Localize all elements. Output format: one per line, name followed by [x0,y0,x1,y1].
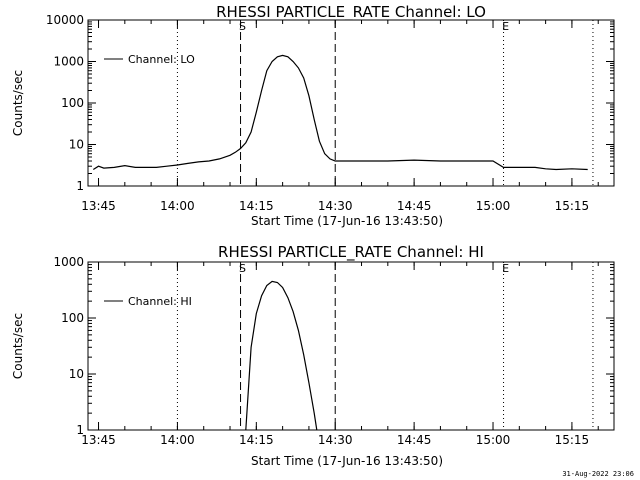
panel2-x-tick-label: 14:15 [239,433,274,447]
panel2-y-tick-label: 100 [61,311,84,325]
panel2-x-tick-label: 14:30 [318,433,353,447]
panel1-x-tick-label: 14:45 [397,199,432,213]
panel1-x-tick-label: 14:00 [160,199,195,213]
panel2-y-tick-label: 1 [76,423,84,437]
panel1-legend-label: Channel: LO [128,53,195,66]
panel2-y-tick-label: 10 [69,367,84,381]
panel1-x-axis-label: Start Time (17-Jun-16 13:43:50) [251,214,443,228]
panel1-x-tick-label: 15:00 [476,199,511,213]
panel2-y-tick-label: 1000 [53,255,84,269]
panel1-y-tick-label: 1000 [53,55,84,69]
panel2-series-line [245,280,318,431]
panel2-title: RHESSI PARTICLE_RATE Channel: HI [218,243,484,262]
panel1-marker-label: S [239,20,246,33]
panel2-y-axis-label: Counts/sec [11,313,25,379]
panel2-marker-label: E [502,262,509,275]
panel2-axes-frame [87,261,615,431]
panel1-x-tick-label: 13:45 [81,199,116,213]
panel1-title: RHESSI PARTICLE_RATE Channel: LO [216,3,486,22]
panel1-y-tick-label: 100 [61,96,84,110]
panel2-x-tick-label: 14:45 [397,433,432,447]
panel2-marker-label: S [239,262,246,275]
panel2-x-tick-label: 14:00 [160,433,195,447]
panel1-x-tick-label: 15:15 [555,199,590,213]
panel2-x-axis-label: Start Time (17-Jun-16 13:43:50) [251,454,443,468]
panel1-y-tick-label: 10 [69,138,84,152]
panel1-y-tick-label: 10000 [46,13,84,27]
panel1-marker-label: E [502,20,509,33]
panel2-legend-label: Channel: HI [128,295,192,308]
panel1-y-axis-label: Counts/sec [11,70,25,136]
panel1-y-tick-label: 1 [76,179,84,193]
render-timestamp: 31-Aug-2022 23:06 [562,470,634,478]
panel1-series-line [92,54,588,171]
panel1-x-tick-label: 14:15 [239,199,274,213]
panel2-x-tick-label: 15:00 [476,433,511,447]
panel2-x-tick-label: 13:45 [81,433,116,447]
panel1-x-tick-label: 14:30 [318,199,353,213]
panel2-x-tick-label: 15:15 [555,433,590,447]
